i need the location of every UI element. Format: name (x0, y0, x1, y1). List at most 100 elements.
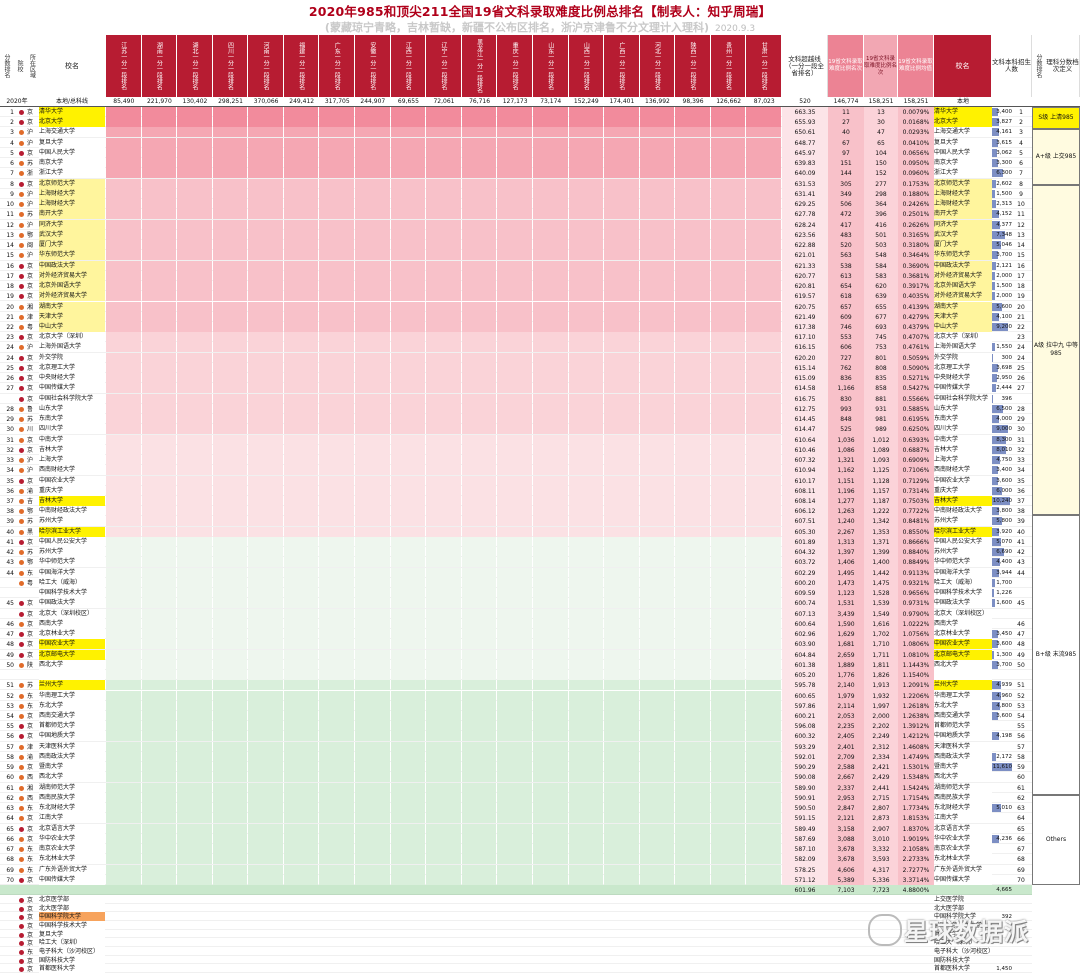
province-cell (568, 188, 604, 199)
province-cell (212, 342, 248, 353)
table-row: 14 闽厦门大学 622.88 520 503 0.3180% 厦门大学 5,046 14 (0, 240, 1032, 252)
row-school-name-2: 东北林业大学 (934, 854, 992, 865)
row-rank-3: 1.2618% (898, 700, 934, 712)
province-cell (710, 772, 746, 783)
row-rank-1: 3,439 (828, 608, 864, 620)
quota-bar (992, 425, 1008, 434)
province-cell (177, 813, 212, 824)
province-cell (283, 751, 319, 762)
province-cell (461, 557, 497, 568)
row-school-name-2: 广东外语外贸大学 (934, 864, 992, 875)
row-score: 603.72 (782, 557, 828, 569)
province-cell (106, 281, 141, 292)
row-region: 京 (27, 477, 34, 485)
province-cell (141, 383, 177, 394)
province-cell (675, 710, 710, 721)
province-cell (746, 813, 781, 824)
province-cell (177, 219, 212, 230)
province-cell (461, 373, 497, 384)
province-cell (568, 209, 604, 220)
province-cell (319, 864, 355, 875)
province-cell (283, 311, 319, 322)
province-cell (532, 281, 568, 292)
province-cell (141, 444, 177, 455)
province-cell (212, 229, 248, 240)
row-school-name: 中国政法大学 (39, 260, 105, 271)
row-school-name-2: 北京师范大学 (934, 178, 992, 189)
region-dot-icon (19, 967, 24, 973)
row-rank: 61 (6, 784, 14, 792)
province-cell (319, 168, 355, 179)
region-dot-icon (19, 806, 24, 812)
province-cell (675, 352, 710, 363)
row-rank-right: 32 (1017, 446, 1025, 454)
row-rank-2: 1,549 (864, 608, 898, 620)
province-cell (568, 178, 604, 189)
province-cell (177, 352, 212, 363)
row-school-name: 外交学院 (39, 352, 105, 363)
province-cell (497, 864, 532, 875)
province-cell (639, 526, 675, 537)
quota-bar (992, 312, 1000, 321)
province-cell (675, 557, 710, 568)
region-dot-icon (19, 734, 24, 740)
province-cell (710, 598, 746, 609)
row-rank-1: 1,313 (828, 536, 864, 548)
province-cell (497, 383, 532, 394)
province-cell (390, 792, 426, 803)
row-score: 628.24 (782, 219, 828, 231)
totals-value: 221,970 (146, 98, 172, 105)
province-cell (426, 434, 461, 445)
row-rank-1: 606 (828, 342, 864, 354)
row-rank-2: 989 (864, 424, 898, 436)
province-cell (604, 127, 639, 138)
province-cell (675, 383, 710, 394)
province-cell (710, 577, 746, 588)
province-cell (710, 301, 746, 312)
row-region: 苏 (27, 211, 34, 219)
province-cell (212, 414, 248, 425)
region-dot-icon (19, 110, 24, 115)
row-school-name: 中国人民公安大学 (39, 536, 105, 547)
quota-bar (992, 169, 1003, 178)
extra-row: 京哈工大（深圳） 哈工大（深圳） (0, 938, 1032, 949)
province-cell (604, 598, 639, 609)
province-cell (568, 270, 604, 281)
province-cell (319, 117, 355, 128)
row-rank-right: 40 (1017, 528, 1025, 536)
row-quota (992, 793, 1012, 803)
province-cell (461, 496, 497, 506)
table-row: 62 西西南民族大学 590.91 2,953 2,715 1.7154% 西南民族大学 62 (0, 792, 1032, 804)
province-cell (532, 352, 568, 363)
row-rank: 63 (6, 805, 14, 813)
province-cell (319, 383, 355, 394)
row-rank-right: 3 (1019, 129, 1023, 137)
row-rank: 43 (6, 559, 14, 567)
province-cell (532, 270, 568, 281)
row-school-name-2: 中国科学技术大学 (934, 922, 983, 929)
region-dot-icon (19, 826, 24, 832)
province-cell (106, 424, 141, 435)
quota-bar (992, 711, 999, 720)
quota-bar (992, 732, 1000, 741)
province-cell (639, 741, 675, 752)
province-cell (141, 291, 177, 302)
province-cell (568, 792, 604, 803)
row-province-cells (106, 240, 782, 251)
province-cell (177, 762, 212, 773)
province-cell (604, 803, 639, 814)
province-cell (639, 782, 675, 793)
province-cell (212, 147, 248, 158)
extra-row: 京中国科学技术大学 中国科学技术大学 (0, 921, 1032, 931)
province-cell (746, 117, 781, 128)
province-cell (426, 424, 461, 435)
row-school-name-2 (934, 670, 992, 681)
row-region: 京 (27, 119, 34, 127)
row-school-name-2: 南京农业大学 (934, 844, 992, 855)
province-cell (532, 506, 568, 517)
row-province-cells (106, 854, 782, 865)
province-cell (746, 352, 781, 363)
province-cell (746, 475, 781, 486)
province-cell (390, 240, 426, 251)
province-cell (461, 301, 497, 312)
